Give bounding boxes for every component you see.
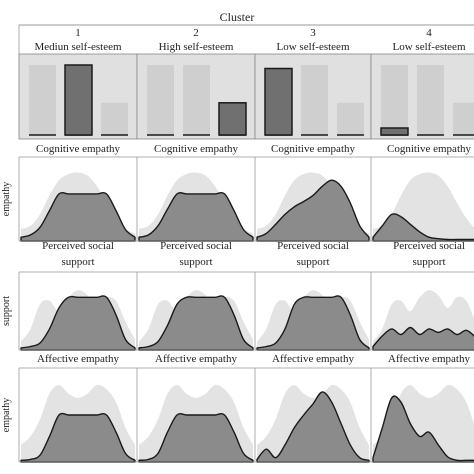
bar-highlight-c2 bbox=[218, 102, 247, 136]
density-profile-r2-c3 bbox=[256, 295, 370, 351]
self-esteem-label-1: Mediun self-esteem bbox=[34, 41, 121, 53]
panel-title-r2-c4-l2: support bbox=[413, 256, 446, 268]
panel-title-r2-c1-l2: support bbox=[62, 256, 95, 268]
self-esteem-label-2: High self-esteem bbox=[159, 41, 234, 53]
density-profile-r2-c1 bbox=[20, 295, 136, 351]
row-label-2: support bbox=[1, 296, 12, 326]
cluster-number-3: 3 bbox=[310, 27, 316, 39]
density-profile-r2-c2 bbox=[138, 295, 254, 351]
density-profile-r3-c3 bbox=[256, 391, 370, 463]
cluster-number-1: 1 bbox=[75, 27, 81, 39]
bar-c3-2 bbox=[301, 65, 328, 135]
row-label-3: empathy bbox=[1, 398, 12, 432]
panel-title-r3-c2-l1: Affective empathy bbox=[155, 353, 237, 365]
panel-title-r2-c3-l2: support bbox=[297, 256, 330, 268]
panel-title-r2-c4-l1: Perceived social bbox=[393, 240, 465, 252]
density-profile-r1-c4 bbox=[372, 213, 474, 242]
bar-c4-1 bbox=[381, 65, 408, 135]
panel-title-r2-c1-l1: Perceived social bbox=[42, 240, 114, 252]
bar-highlight-c3 bbox=[264, 67, 293, 136]
bar-c4-2 bbox=[417, 65, 444, 135]
self-esteem-label-4: Low self-esteem bbox=[393, 41, 466, 53]
panel-title-r1-c3-l1: Cognitive empathy bbox=[271, 143, 356, 155]
density-profile-r3-c4 bbox=[372, 395, 474, 463]
cluster-number-2: 2 bbox=[193, 27, 199, 39]
density-profile-r1-c1 bbox=[20, 191, 136, 242]
panel-title-r1-c2-l1: Cognitive empathy bbox=[154, 143, 239, 155]
panel-title-r2-c3-l1: Perceived social bbox=[277, 240, 349, 252]
bar-c1-1 bbox=[29, 65, 56, 135]
density-profile-r3-c1 bbox=[20, 412, 136, 463]
panel-title-r3-c1-l1: Affective empathy bbox=[37, 353, 119, 365]
bar-c1-3 bbox=[101, 102, 128, 135]
panels-group bbox=[18, 25, 474, 463]
panel-title-r3-c4-l1: Affective empathy bbox=[388, 353, 470, 365]
bar-c3-3 bbox=[337, 102, 364, 135]
panel-title-r3-c3-l1: Affective empathy bbox=[272, 353, 354, 365]
density-profile-r2-c4 bbox=[372, 326, 474, 351]
labels-group: empathy Cognitive empathy Cognitive empath… bbox=[1, 143, 472, 432]
density-profile-r1-c3 bbox=[256, 179, 370, 242]
header-group: Cluster 1 2 3 4 Mediun self-esteem High self-e… bbox=[19, 10, 474, 53]
self-esteem-label-3: Low self-esteem bbox=[277, 41, 350, 53]
panel-title-r2-c2-l2: support bbox=[180, 256, 213, 268]
row-label-1: empathy bbox=[1, 182, 12, 216]
bar-c2-2 bbox=[183, 65, 210, 135]
bar-c4-3 bbox=[453, 102, 474, 135]
density-profile-r3-c2 bbox=[138, 413, 254, 463]
panel-title-r2-c2-l1: Perceived social bbox=[160, 240, 232, 252]
panel-title-r1-c1-l1: Cognitive empathy bbox=[36, 143, 121, 155]
cluster-number-4: 4 bbox=[426, 27, 432, 39]
density-profile-r1-c2 bbox=[138, 191, 254, 242]
bar-highlight-c4 bbox=[380, 127, 409, 136]
bar-highlight-c1 bbox=[64, 64, 93, 136]
panel-title-r1-c4-l1: Cognitive empathy bbox=[387, 143, 472, 155]
bar-c2-1 bbox=[147, 65, 174, 135]
cluster-header: Cluster bbox=[220, 10, 255, 24]
